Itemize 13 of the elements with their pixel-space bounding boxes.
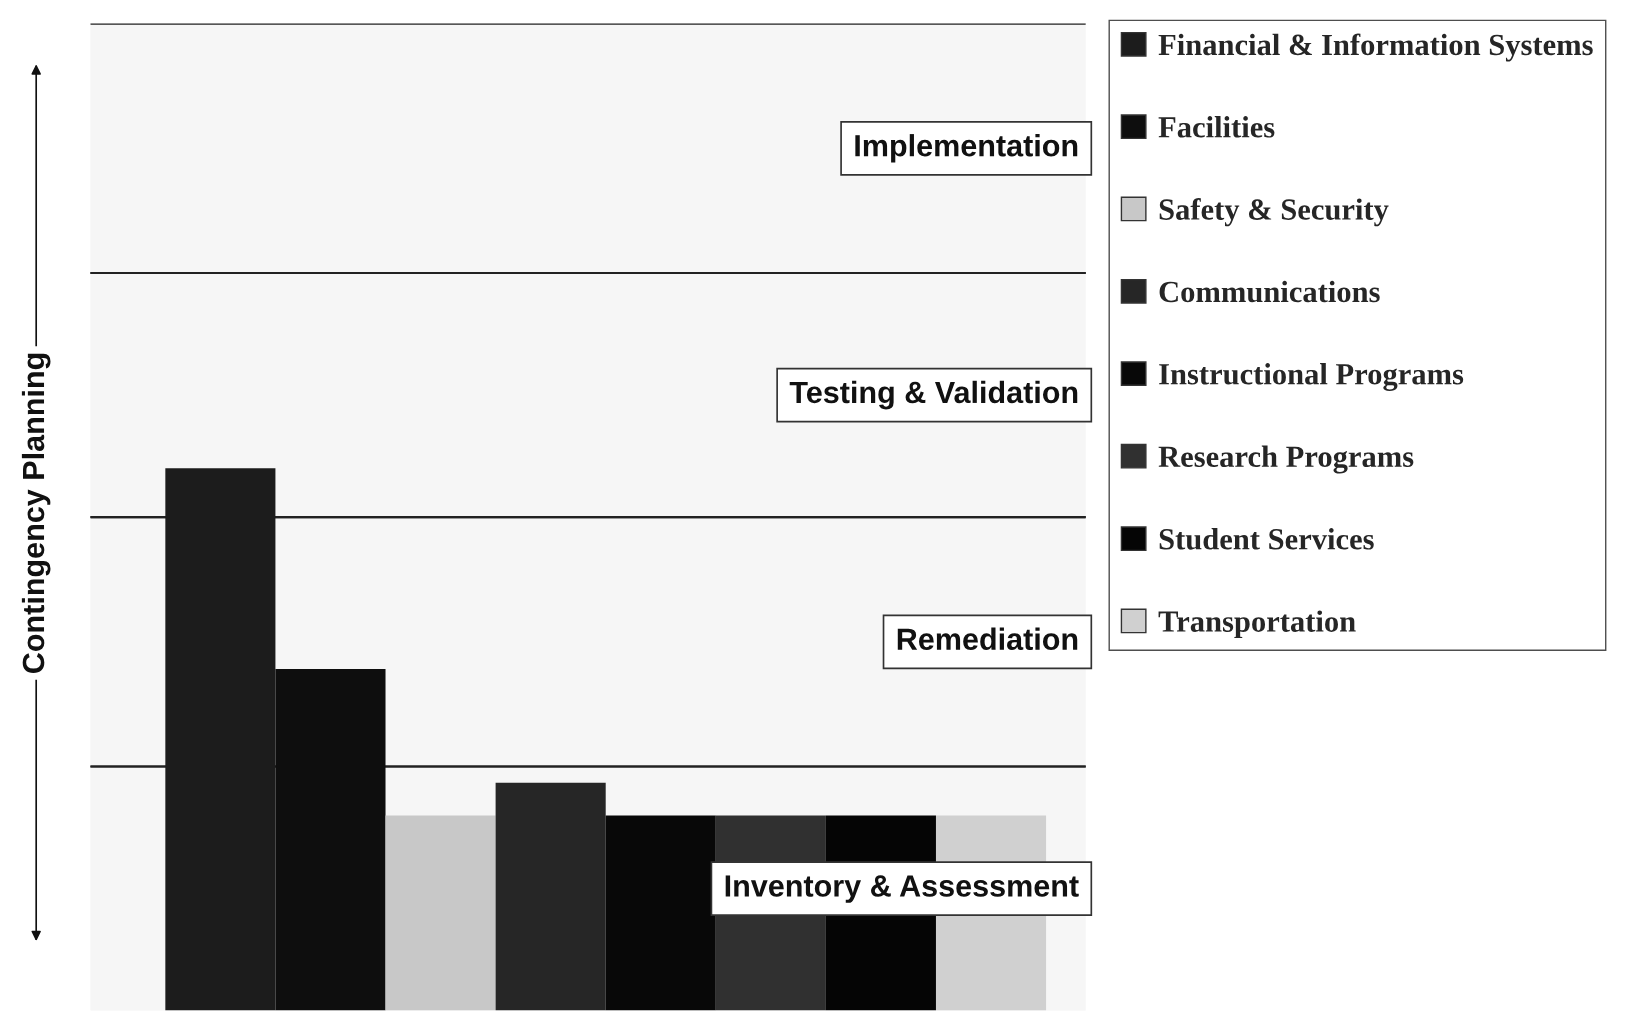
legend-label: Safety & Security: [1159, 198, 1389, 227]
legend-label: Research Programs: [1158, 445, 1414, 474]
band-label: Remediation: [897, 627, 1078, 651]
band-label: Testing & Validation: [789, 380, 1078, 410]
legend-label: Facilities: [1158, 116, 1275, 138]
band-label: Inventory & Assessment: [725, 875, 1079, 903]
legend-label: Communications: [1159, 280, 1380, 303]
y-axis-title: Contingency Planning: [21, 353, 51, 673]
band-label: Implementation: [855, 134, 1078, 163]
legend-label: Financial & Information Systems: [1158, 33, 1593, 62]
legend-label: Instructional Programs: [1159, 363, 1464, 391]
legend-label: Student Services: [1159, 528, 1374, 550]
legend-label: Transportation: [1158, 610, 1356, 639]
